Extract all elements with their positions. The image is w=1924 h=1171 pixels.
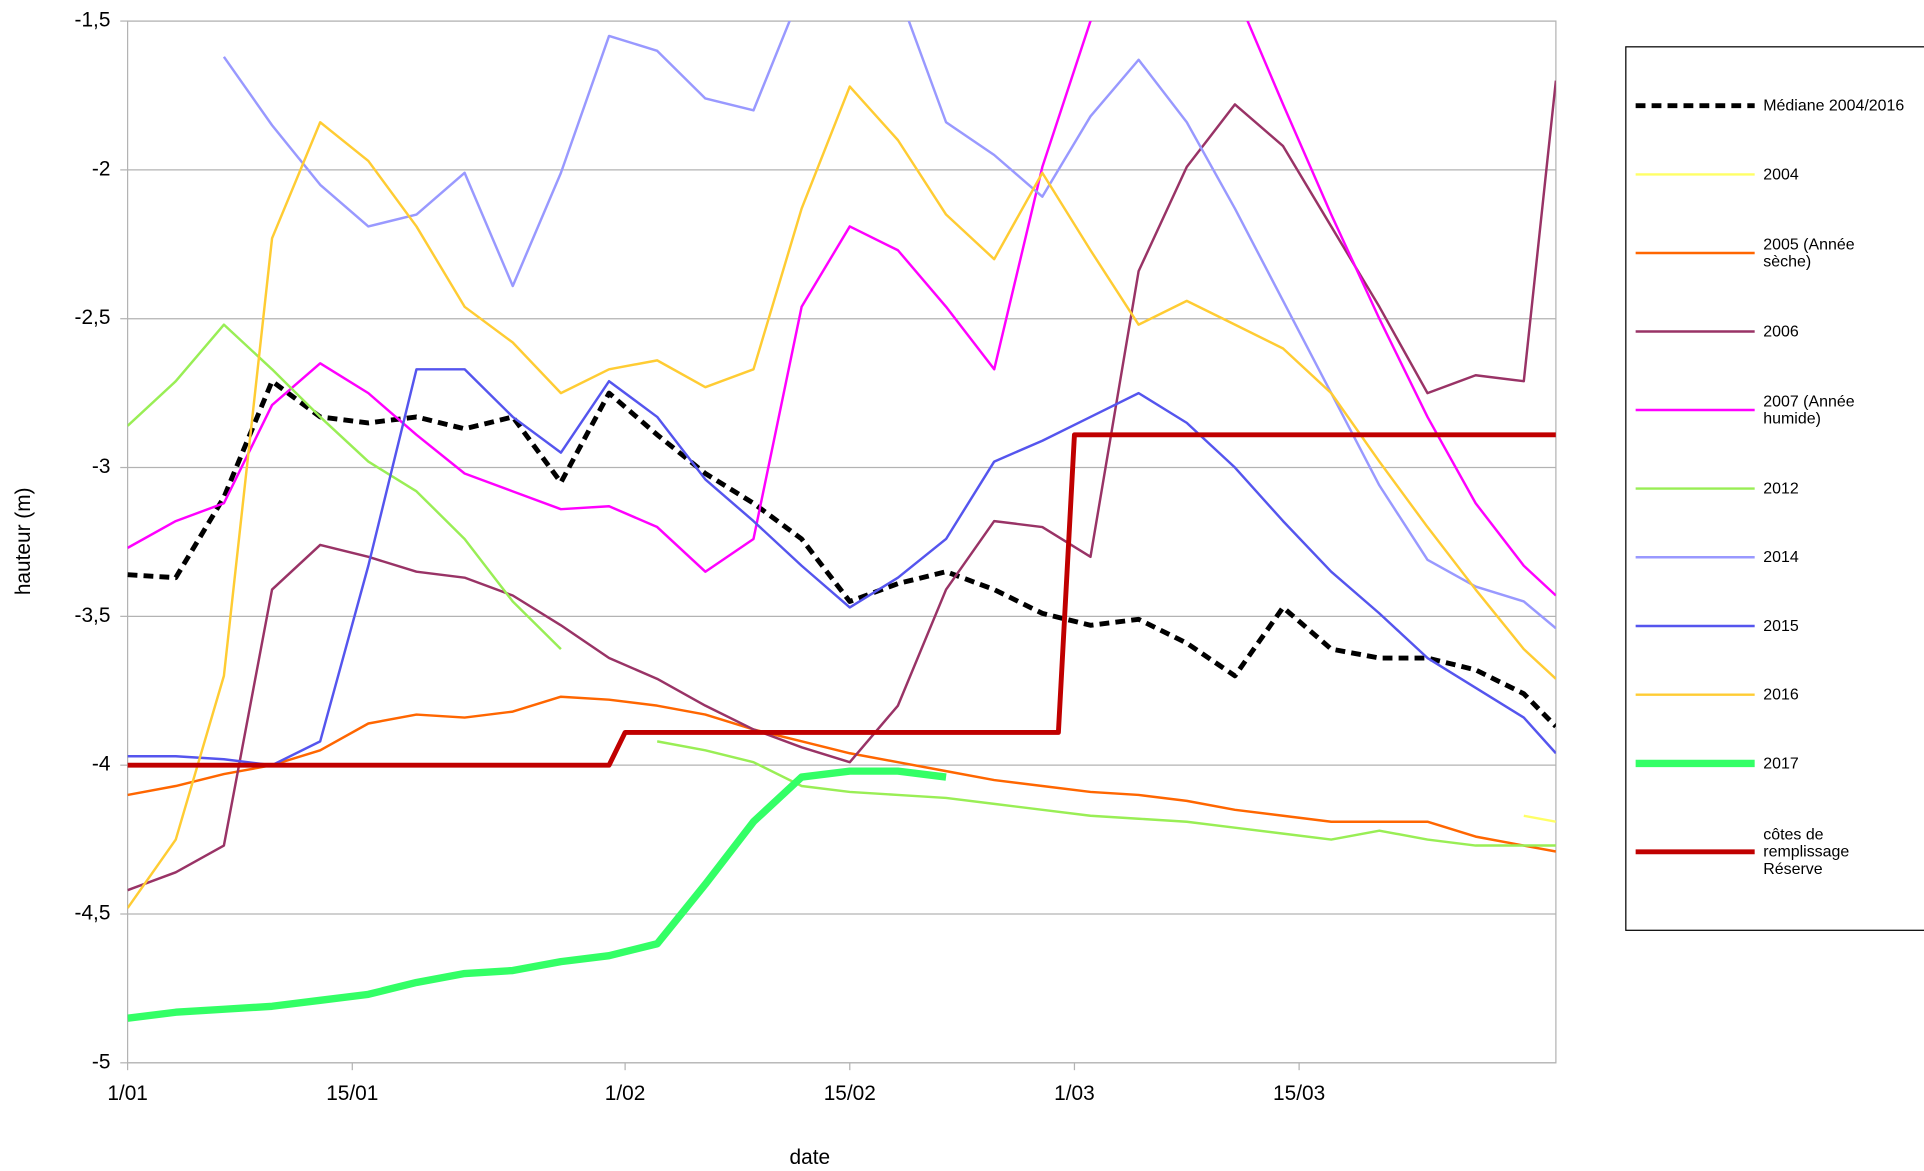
legend-label: 2006 (1763, 321, 1799, 341)
x-tick-label: 15/03 (1273, 1082, 1325, 1105)
legend-label-box: côtes de remplissage Réserve (1763, 824, 1850, 878)
legend-label: côtes de remplissage Réserve (1763, 824, 1850, 878)
series-line (127, 432, 1556, 768)
x-tick-label: 1/01 (107, 1082, 148, 1105)
legend-label: 2012 (1763, 478, 1799, 498)
legend-label-box: Médiane 2004/2016 (1763, 95, 1905, 115)
legend-label-box: 2017 (1763, 753, 1799, 773)
y-tick-label: -2,5 (75, 306, 111, 329)
series-line (127, 378, 1556, 729)
y-axis-title: hauteur (m) (12, 487, 35, 595)
x-tick-label: 15/02 (824, 1082, 876, 1105)
y-tick-label: -3 (92, 455, 111, 478)
y-tick-label: -1,5 (75, 9, 111, 32)
series-line (127, 323, 1556, 847)
legend-label-box: 2007 (Année humide) (1763, 391, 1855, 428)
y-tick-label: -4,5 (75, 901, 111, 924)
legend-label-box: 2004 (1763, 164, 1799, 184)
series-line (127, 80, 1556, 892)
legend-label-box: 2014 (1763, 547, 1799, 566)
legend-box (1625, 46, 1924, 931)
legend-label-box: 2016 (1763, 684, 1799, 704)
x-axis-title: date (790, 1146, 831, 1169)
legend-label: 2004 (1763, 164, 1799, 184)
series-line (127, 85, 1556, 909)
series-line (127, 21, 1556, 597)
y-tick-label: -5 (92, 1050, 111, 1073)
legend-label: 2007 (Année humide) (1763, 391, 1855, 428)
series-line (127, 368, 1556, 767)
x-tick-label: 1/03 (1054, 1082, 1095, 1105)
legend-label: 2014 (1763, 547, 1799, 566)
series-line (222, 21, 1556, 630)
legend-label: 2017 (1763, 753, 1799, 773)
series-line (127, 695, 1556, 853)
legend-label: 2015 (1763, 616, 1799, 635)
legend-label: 2005 (Année sèche) (1763, 234, 1855, 271)
plot-frame (126, 20, 1557, 1064)
plot-area (127, 21, 1556, 1022)
legend-label-box: 2006 (1763, 321, 1799, 341)
y-tick-label: -3,5 (75, 604, 111, 627)
series-line (1523, 814, 1556, 823)
y-tick-label: -2 (92, 157, 111, 180)
legend-label: 2016 (1763, 684, 1799, 704)
series-line (127, 767, 947, 1022)
y-tick-label: -4 (92, 753, 111, 776)
legend-label-box: 2015 (1763, 616, 1799, 635)
legend-label: Médiane 2004/2016 (1763, 95, 1905, 115)
legend-label-box: 2012 (1763, 478, 1799, 498)
x-tick-label: 1/02 (605, 1082, 646, 1105)
legend-label-box: 2005 (Année sèche) (1763, 234, 1855, 271)
x-tick-label: 15/01 (326, 1082, 378, 1105)
